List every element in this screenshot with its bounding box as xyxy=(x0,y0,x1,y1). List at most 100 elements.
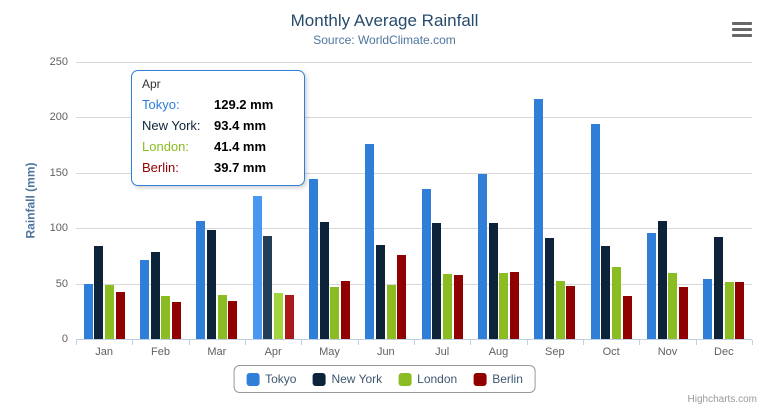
x-axis-line xyxy=(76,339,752,340)
y-axis-label: 250 xyxy=(49,56,68,68)
bar-berlin-sep[interactable] xyxy=(566,286,576,339)
tooltip-series-value: 41.4 mm xyxy=(214,139,267,154)
tooltip: Apr Tokyo: 129.2 mm New York: 93.4 mm London… xyxy=(131,70,305,186)
legend-item-london[interactable]: London xyxy=(398,372,457,386)
x-axis-tick xyxy=(188,340,190,345)
bar-new-york-dec[interactable] xyxy=(714,236,724,339)
bar-tokyo-mar[interactable] xyxy=(196,221,206,339)
bar-berlin-jun[interactable] xyxy=(397,255,407,339)
bar-tokyo-dec[interactable] xyxy=(703,278,713,339)
bar-new-york-jul[interactable] xyxy=(432,222,442,339)
bar-berlin-apr[interactable] xyxy=(284,295,294,339)
tooltip-rows: Tokyo: 129.2 mm New York: 93.4 mm London: 41.… xyxy=(142,94,294,178)
x-axis-label-jun: Jun xyxy=(376,346,395,358)
bar-new-york-oct[interactable] xyxy=(601,246,611,339)
bar-berlin-oct[interactable] xyxy=(622,295,632,339)
bar-london-jul[interactable] xyxy=(442,273,452,339)
bar-tokyo-nov[interactable] xyxy=(647,233,657,339)
tooltip-row-tokyo: Tokyo: 129.2 mm xyxy=(142,94,294,115)
gridline-100 xyxy=(76,228,752,230)
bar-berlin-mar[interactable] xyxy=(228,300,238,339)
credits-link[interactable]: Highcharts.com xyxy=(687,394,757,405)
bar-tokyo-may[interactable] xyxy=(309,179,319,339)
bar-london-may[interactable] xyxy=(330,286,340,339)
legend-item-berlin[interactable]: Berlin xyxy=(473,372,523,386)
bar-tokyo-aug[interactable] xyxy=(478,174,488,339)
bar-new-york-sep[interactable] xyxy=(545,237,555,339)
legend-swatch-icon xyxy=(473,372,487,386)
bar-london-mar[interactable] xyxy=(217,295,227,339)
y-axis-label: 50 xyxy=(55,277,68,290)
gridline-50 xyxy=(76,283,752,285)
bar-london-jun[interactable] xyxy=(386,285,396,339)
x-axis-label-dec: Dec xyxy=(714,346,734,358)
bar-london-apr[interactable] xyxy=(273,293,283,339)
x-axis-tick xyxy=(245,340,246,345)
x-axis-tick xyxy=(583,340,584,345)
bar-new-york-jan[interactable] xyxy=(94,246,104,339)
legend-item-tokyo[interactable]: Tokyo xyxy=(246,372,296,386)
legend-label: Tokyo xyxy=(265,372,297,386)
bar-london-feb[interactable] xyxy=(161,296,171,339)
bar-new-york-may[interactable] xyxy=(319,221,329,339)
legend-swatch-icon xyxy=(312,372,326,386)
tooltip-row-new-york: New York: 93.4 mm xyxy=(142,115,294,136)
x-axis-tick xyxy=(752,340,753,345)
export-menu-icon[interactable] xyxy=(732,22,752,38)
tooltip-series-value: 39.7 mm xyxy=(214,160,267,175)
bar-london-oct[interactable] xyxy=(611,266,621,339)
x-axis-label-sep: Sep xyxy=(545,346,565,358)
x-axis-tick xyxy=(301,340,303,345)
x-axis-tick xyxy=(132,340,134,345)
x-axis-tick xyxy=(695,340,697,345)
legend-item-new-york[interactable]: New York xyxy=(312,372,382,386)
legend-swatch-icon xyxy=(246,372,260,386)
gridline-250 xyxy=(76,62,752,63)
x-axis-tick xyxy=(639,340,641,345)
bar-tokyo-sep[interactable] xyxy=(534,99,544,339)
bar-berlin-may[interactable] xyxy=(340,280,350,339)
x-axis-tick xyxy=(470,340,472,345)
bar-berlin-jul[interactable] xyxy=(453,275,463,339)
tooltip-series-label: New York: xyxy=(142,118,201,133)
x-axis-label-apr: Apr xyxy=(264,346,282,358)
x-axis-label-feb: Feb xyxy=(151,346,170,358)
legend: Tokyo New York London Berlin xyxy=(233,365,536,393)
bar-berlin-dec[interactable] xyxy=(735,282,745,339)
x-axis-label-jul: Jul xyxy=(435,346,450,358)
chart-subtitle: Source: WorldClimate.com xyxy=(313,33,456,47)
y-axis-title: Rainfall (mm) xyxy=(23,162,38,239)
tooltip-series-value: 93.4 mm xyxy=(214,118,267,133)
gridline-200 xyxy=(76,117,752,119)
bar-tokyo-jul[interactable] xyxy=(421,188,431,339)
bar-london-aug[interactable] xyxy=(499,272,509,339)
bar-london-jan[interactable] xyxy=(104,284,114,339)
bar-new-york-jun[interactable] xyxy=(376,245,386,339)
bar-london-sep[interactable] xyxy=(555,280,565,339)
bar-berlin-jan[interactable] xyxy=(115,292,125,339)
bar-tokyo-jun[interactable] xyxy=(365,143,375,339)
bar-berlin-aug[interactable] xyxy=(509,272,519,339)
bar-berlin-nov[interactable] xyxy=(678,287,688,339)
bar-tokyo-feb[interactable] xyxy=(140,259,150,339)
legend-label: New York xyxy=(331,372,383,386)
bar-london-dec[interactable] xyxy=(724,282,734,339)
tooltip-row-london: London: 41.4 mm xyxy=(142,136,294,157)
y-axis-label: 150 xyxy=(49,166,68,179)
bar-new-york-aug[interactable] xyxy=(488,223,498,339)
bar-berlin-feb[interactable] xyxy=(171,302,181,339)
x-axis-label-oct: Oct xyxy=(602,346,620,358)
bar-new-york-nov[interactable] xyxy=(657,220,667,339)
x-axis-tick xyxy=(526,340,528,345)
bar-new-york-apr[interactable] xyxy=(263,235,273,339)
bar-tokyo-oct[interactable] xyxy=(590,123,600,339)
bar-new-york-feb[interactable] xyxy=(150,251,160,339)
bar-tokyo-jan[interactable] xyxy=(83,283,93,339)
tooltip-header: Apr xyxy=(142,77,161,91)
bar-tokyo-apr[interactable] xyxy=(252,195,262,339)
bar-new-york-mar[interactable] xyxy=(207,229,217,339)
legend-label: London xyxy=(417,372,458,386)
bar-london-nov[interactable] xyxy=(668,273,678,339)
x-axis-tick xyxy=(414,340,415,345)
